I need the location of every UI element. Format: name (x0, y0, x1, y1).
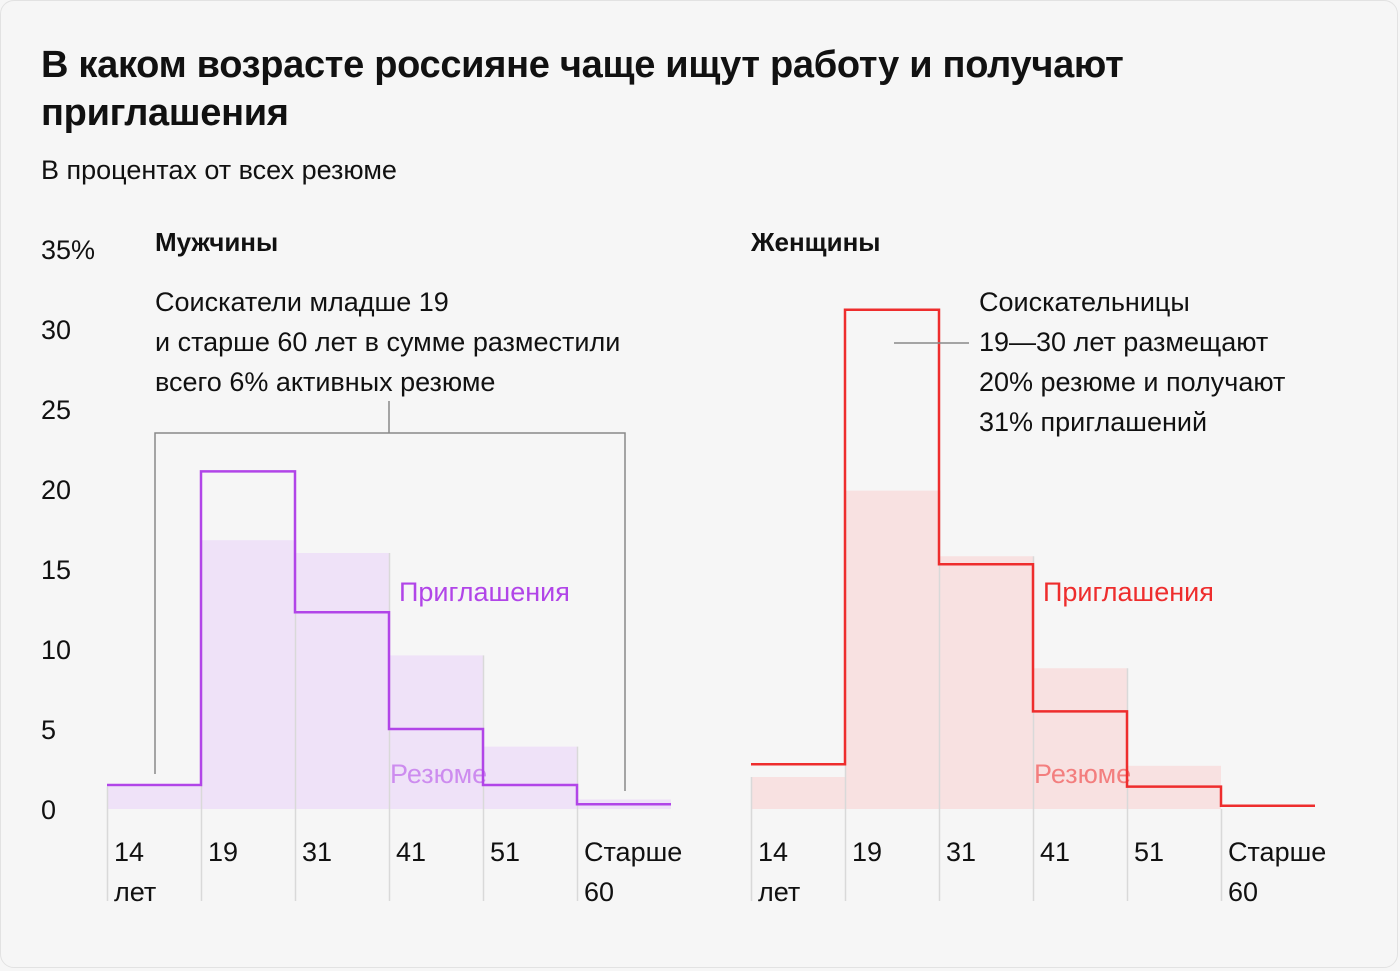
series-label-resume: Резюме (390, 759, 487, 789)
panel-title: Мужчины (155, 227, 278, 257)
annotation-text: и старше 60 лет в сумме разместили (155, 327, 620, 357)
panel-title: Женщины (750, 227, 881, 257)
y-tick-label: 25 (41, 395, 71, 425)
resume-bar (389, 655, 483, 809)
x-tick-label: Старше (1228, 837, 1326, 867)
y-tick-label: 35% (41, 235, 95, 265)
resume-bar (751, 777, 845, 809)
invitations-step-line (107, 470, 671, 806)
y-tick-label: 20 (41, 475, 71, 505)
series-label-resume: Резюме (1034, 759, 1131, 789)
y-tick-label: 10 (41, 635, 71, 665)
resume-bar (107, 786, 201, 809)
x-tick-label: 60 (1228, 877, 1258, 907)
invitations-step-line (751, 308, 1315, 808)
x-tick-label: 51 (490, 837, 520, 867)
x-tick-label: лет (114, 877, 156, 907)
x-tick-label: 51 (1134, 837, 1164, 867)
resume-bar (1033, 668, 1127, 809)
x-tick-label: 14 (758, 837, 788, 867)
resume-bar (939, 556, 1033, 809)
y-tick-label: 15 (41, 555, 71, 585)
x-tick-label: 41 (396, 837, 426, 867)
x-tick-label: Старше (584, 837, 682, 867)
y-tick-label: 5 (41, 715, 56, 745)
y-tick-label: 0 (41, 795, 56, 825)
annotation-text: Соискательницы (979, 287, 1190, 317)
x-tick-label: 41 (1040, 837, 1070, 867)
annotation-text: 31% приглашений (979, 407, 1207, 437)
resume-bar (845, 490, 939, 809)
x-tick-label: 14 (114, 837, 144, 867)
resume-bar (483, 746, 577, 809)
resume-bar (295, 553, 389, 809)
chart-title: В каком возрасте россияне чаще ищут рабо… (41, 44, 1124, 134)
x-tick-label: 19 (208, 837, 238, 867)
x-tick-label: 60 (584, 877, 614, 907)
annotation-text: 20% резюме и получают (979, 367, 1285, 397)
x-tick-label: лет (758, 877, 800, 907)
series-label-invitations: Приглашения (399, 577, 570, 607)
resume-bar (201, 540, 295, 809)
series-label-invitations: Приглашения (1043, 577, 1214, 607)
x-tick-label: 31 (946, 837, 976, 867)
x-tick-label: 31 (302, 837, 332, 867)
x-tick-label: 19 (852, 837, 882, 867)
chart-subtitle: В процентах от всех резюме (41, 155, 397, 185)
annotation-text: всего 6% активных резюме (155, 367, 495, 397)
y-tick-label: 30 (41, 315, 71, 345)
annotation-text: 19—30 лет размещают (979, 327, 1268, 357)
annotation-text: Соискатели младше 19 (155, 287, 449, 317)
annotation-bracket (154, 401, 626, 791)
